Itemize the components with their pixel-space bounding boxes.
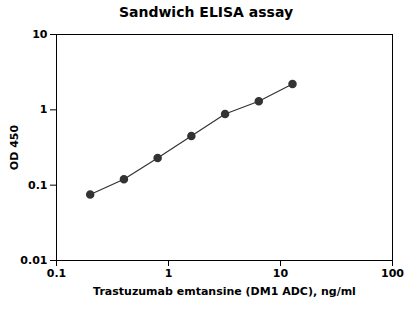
svg-text:1: 1 <box>40 103 48 116</box>
svg-text:OD 450: OD 450 <box>8 125 21 171</box>
svg-text:10: 10 <box>273 267 289 280</box>
svg-text:100: 100 <box>381 267 404 280</box>
svg-text:0.1: 0.1 <box>28 179 48 192</box>
svg-text:0.01: 0.01 <box>20 254 47 267</box>
svg-text:1: 1 <box>165 267 173 280</box>
svg-text:10: 10 <box>32 28 48 41</box>
svg-text:Trastuzumab emtansine (DM1 ADC: Trastuzumab emtansine (DM1 ADC), ng/ml <box>93 285 356 298</box>
html-text:Sandwich ELISA assay: Sandwich ELISA assay <box>118 4 294 20</box>
svg-text:0.1: 0.1 <box>47 267 67 280</box>
